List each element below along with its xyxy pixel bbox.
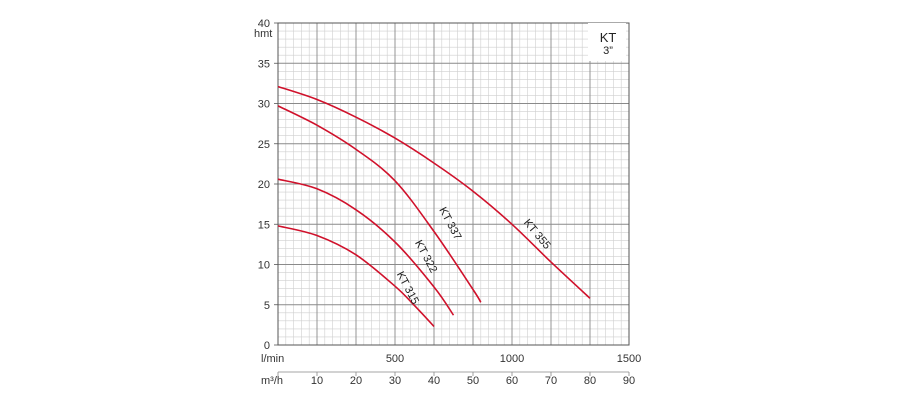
title-box-subtitle: 3” [603, 45, 613, 57]
x-tick-label-lmin: 500 [386, 353, 404, 365]
x-tick-label-m3h: 60 [506, 375, 518, 387]
y-tick-label: 35 [258, 58, 270, 70]
x-axis-unit-lmin: l/min [261, 353, 284, 365]
y-tick-label: 10 [258, 260, 270, 272]
title-box-bg [588, 23, 626, 61]
x-tick-label-m3h: 20 [350, 375, 362, 387]
x-tick-label-m3h: 30 [389, 375, 401, 387]
curve-kt-315 [277, 225, 435, 328]
y-tick-label: 25 [258, 139, 270, 151]
y-tick-label: 30 [258, 99, 270, 111]
y-tick-label: 5 [264, 300, 270, 312]
curves [277, 85, 591, 328]
title-box: KT 3” [588, 23, 626, 61]
x-tick-label-m3h: 80 [584, 375, 596, 387]
grid [277, 22, 630, 346]
x-tick-label-m3h: 40 [428, 375, 440, 387]
y-tick-label: 0 [264, 340, 270, 352]
curve-kt-355 [277, 85, 591, 299]
y-tick-label: 15 [258, 219, 270, 231]
x-tick-label-lmin: 1000 [500, 353, 524, 365]
x-tick-label-m3h: 10 [311, 375, 323, 387]
y-tick-label: 20 [258, 179, 270, 191]
curve-kt-322 [277, 178, 455, 316]
x-axis-unit-m3h: m³/h [261, 375, 283, 387]
axes: 0 5 10 15 20 25 30 35 40 500 1000 1500 10 20 30 40 50 60 7… [258, 18, 641, 387]
x-tick-label-m3h: 90 [623, 375, 635, 387]
x-tick-label-m3h: 50 [467, 375, 479, 387]
x-tick-label-m3h: 70 [545, 375, 557, 387]
x-tick-label-lmin: 1500 [617, 353, 641, 365]
title-box-title: KT [600, 30, 617, 45]
curve-kt-337 [277, 105, 482, 303]
y-axis-unit: hmt [254, 28, 272, 40]
y-tick-label: 40 [258, 18, 270, 30]
